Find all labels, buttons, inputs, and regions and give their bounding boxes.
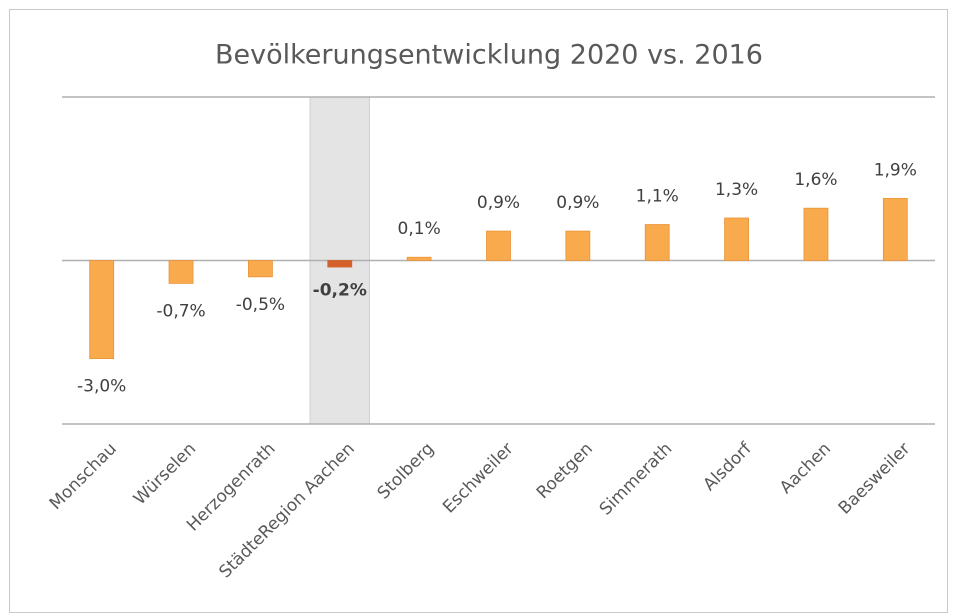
value-label: -0,5% [236,295,285,315]
bar [248,260,273,278]
value-label: 1,6% [794,170,837,190]
chart-border [9,9,948,613]
value-label: 1,9% [874,160,917,180]
value-label: 0,9% [556,193,599,213]
value-label: -0,7% [156,301,205,321]
bar [327,260,353,268]
bar [724,217,749,261]
value-label: 1,3% [715,180,758,200]
chart-title: Bevölkerungsentwicklung 2020 vs. 2016 [215,40,763,71]
bar [644,224,670,261]
bar [168,260,194,284]
value-label: -0,2% [313,281,367,301]
value-label: 0,9% [477,193,520,213]
bar [565,230,591,261]
bar [882,197,908,261]
bar [406,256,432,261]
value-label: 1,1% [636,187,679,207]
bar [803,207,829,261]
value-label: -3,0% [77,377,126,397]
bar [89,260,115,359]
value-label: 0,1% [398,219,441,239]
bar [486,230,511,261]
